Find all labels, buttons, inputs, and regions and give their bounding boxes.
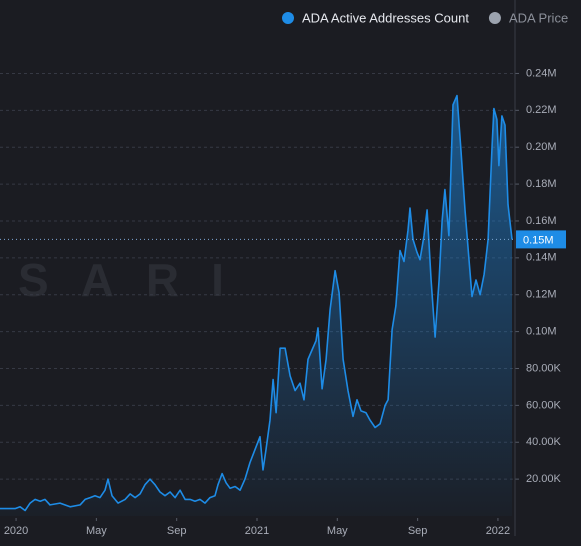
current-value-label: 0.15M: [523, 234, 554, 246]
watermark: SARI: [18, 254, 256, 306]
x-tick-label: Sep: [408, 525, 428, 537]
y-tick-label: 80.00K: [526, 362, 562, 374]
y-tick-label: 0.14M: [526, 252, 557, 264]
x-tick-label: 2021: [245, 525, 269, 537]
x-tick-label: May: [327, 525, 348, 537]
legend-marker[interactable]: [282, 12, 294, 24]
y-tick-label: 0.16M: [526, 215, 557, 227]
x-tick-label: 2020: [4, 525, 28, 537]
y-tick-label: 0.18M: [526, 178, 557, 190]
y-tick-label: 60.00K: [526, 399, 562, 411]
legend-marker[interactable]: [488, 12, 501, 24]
legend-label[interactable]: ADA Price: [509, 10, 568, 25]
y-tick-label: 0.20M: [526, 141, 557, 153]
current-value-box: [516, 230, 566, 249]
legend-label[interactable]: ADA Active Addresses Count: [302, 10, 469, 25]
y-tick-label: 0.24M: [526, 67, 557, 79]
y-tick-label: 0.22M: [526, 104, 557, 116]
x-tick-label: May: [86, 525, 107, 537]
y-tick-label: 20.00K: [526, 473, 562, 485]
x-tick-label: 2022: [486, 525, 510, 537]
y-tick-label: 40.00K: [526, 436, 562, 448]
line: [0, 94, 513, 512]
y-tick-label: 0.12M: [526, 289, 557, 301]
y-tick-label: 0.10M: [526, 326, 557, 338]
x-tick-label: Sep: [167, 525, 187, 537]
